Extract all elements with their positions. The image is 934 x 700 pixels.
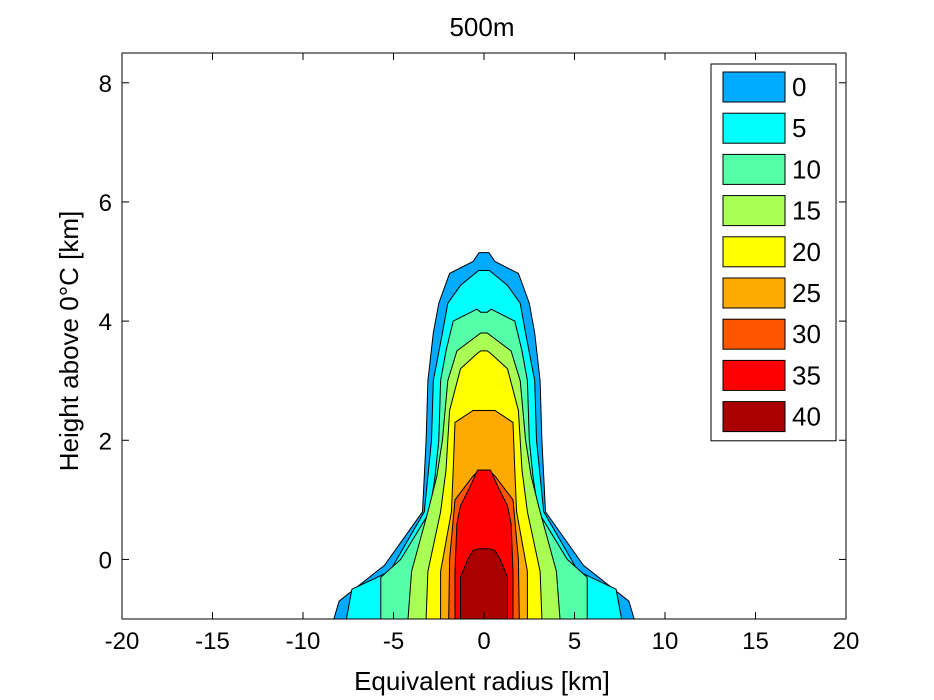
legend-swatch-15	[722, 195, 786, 227]
y-axis: 0 2 4 6 8	[99, 71, 846, 574]
legend-label-0: 0	[792, 72, 806, 102]
legend-label-25: 25	[792, 278, 821, 308]
contour-layer	[333, 252, 635, 620]
contour-level-40	[460, 548, 508, 620]
y-axis-label: Height above 0°C [km]	[54, 211, 84, 471]
legend-swatch-10	[722, 153, 786, 185]
y-tick-label: 8	[99, 71, 112, 98]
legend-label-40: 40	[792, 402, 821, 432]
legend-swatch-5	[722, 112, 786, 144]
chart-title: 500m	[449, 12, 514, 42]
legend-label-30: 30	[792, 319, 821, 349]
x-tick-label: 20	[833, 628, 860, 655]
x-tick-label: 10	[652, 628, 679, 655]
legend-swatch-0	[722, 71, 786, 103]
legend-swatch-40	[722, 401, 786, 433]
x-tick-label: -20	[105, 628, 140, 655]
x-tick-label: 0	[477, 628, 490, 655]
legend-swatch-30	[722, 318, 786, 350]
legend: 0 5 10 15 20 25 30 35 40	[710, 63, 837, 442]
x-tick-label: -15	[195, 628, 230, 655]
y-tick-label: 0	[99, 547, 112, 574]
x-tick-label: 5	[568, 628, 581, 655]
legend-label-20: 20	[792, 237, 821, 267]
legend-swatch-20	[722, 236, 786, 268]
x-axis-label: Equivalent radius [km]	[354, 666, 610, 696]
legend-label-5: 5	[792, 113, 806, 143]
y-tick-label: 4	[99, 309, 112, 336]
legend-label-35: 35	[792, 360, 821, 390]
x-tick-label: 15	[742, 628, 769, 655]
legend-label-10: 10	[792, 154, 821, 184]
legend-swatch-25	[722, 277, 786, 309]
y-tick-label: 6	[99, 190, 112, 217]
x-tick-label: -10	[286, 628, 321, 655]
legend-label-15: 15	[792, 196, 821, 226]
x-tick-label: -5	[383, 628, 404, 655]
y-tick-label: 2	[99, 428, 112, 455]
x-axis: -20 -15 -10 -5 0 5 10 15 20	[105, 53, 860, 655]
legend-swatch-35	[722, 359, 786, 391]
